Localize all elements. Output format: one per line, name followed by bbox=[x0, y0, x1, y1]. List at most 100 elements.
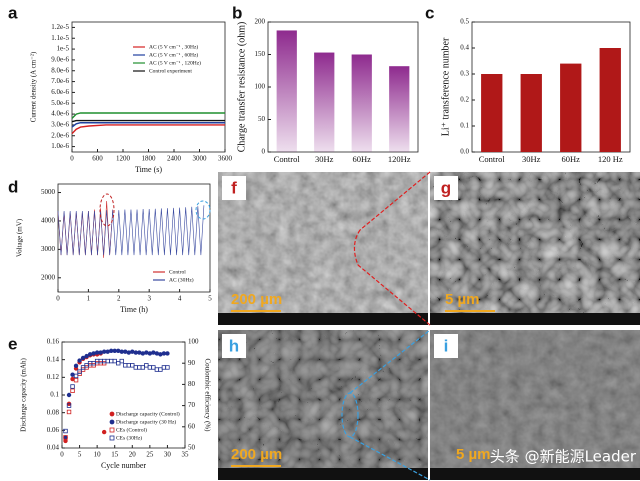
point bbox=[133, 350, 138, 355]
y-tick-label: 50 bbox=[258, 115, 266, 123]
y-tick-label: 0.1 bbox=[50, 391, 59, 399]
scale-bar-label: 5 µm bbox=[456, 446, 491, 463]
label-box bbox=[222, 176, 246, 200]
scale-bar-label: 200 µm bbox=[231, 291, 282, 308]
y-tick-label: 0.16 bbox=[47, 338, 60, 346]
point bbox=[161, 351, 167, 356]
sem-info-bar bbox=[218, 313, 428, 325]
sem-texture bbox=[430, 330, 640, 480]
y-tick-label: 0.08 bbox=[47, 408, 60, 416]
point bbox=[101, 349, 107, 354]
y-tick-label: 8.0e-6 bbox=[51, 66, 69, 74]
y-tick-label: 0.14 bbox=[47, 355, 60, 363]
y2-tick-label: 70 bbox=[188, 401, 196, 409]
point bbox=[105, 349, 110, 354]
x-tick-label: 25 bbox=[146, 451, 154, 459]
x-tick-label: 0 bbox=[70, 155, 74, 163]
point bbox=[77, 358, 82, 363]
point bbox=[63, 435, 68, 440]
y2-tick-label: 80 bbox=[188, 380, 196, 388]
image-label: i bbox=[444, 336, 449, 355]
x-tick-label: 120 Hz bbox=[598, 154, 623, 164]
point bbox=[70, 376, 75, 382]
highlight bbox=[99, 193, 115, 227]
y-tick-label: 9.0e-6 bbox=[51, 56, 69, 64]
point bbox=[94, 350, 100, 355]
x-axis-title: Time (h) bbox=[120, 305, 148, 314]
point bbox=[119, 358, 124, 364]
y-tick-label: 1e-5 bbox=[57, 45, 70, 53]
x-tick-label: 30 bbox=[164, 451, 172, 459]
y-tick-label: 0.3 bbox=[460, 70, 469, 78]
x-tick-label: 35 bbox=[182, 451, 190, 459]
y-tick-label: 0.12 bbox=[47, 373, 60, 381]
legend-marker bbox=[109, 435, 115, 441]
legend-marker bbox=[109, 411, 115, 417]
y-tick-label: 0.0 bbox=[460, 148, 469, 156]
zoom-lines bbox=[349, 329, 431, 481]
y-tick-label: 100 bbox=[255, 83, 266, 91]
y-tick-label: 5000 bbox=[41, 188, 56, 196]
panel-label: e bbox=[8, 334, 17, 353]
sem-info-bar bbox=[430, 468, 640, 480]
x-tick-label: 60Hz bbox=[562, 154, 581, 164]
point bbox=[84, 353, 89, 359]
legend-label: AC (5 V cm⁻¹ , 30Hz) bbox=[149, 43, 198, 50]
y-tick-label: 4000 bbox=[41, 217, 56, 225]
point bbox=[116, 348, 121, 354]
point bbox=[70, 384, 75, 389]
x-tick-label: 1200 bbox=[116, 155, 131, 163]
sem-texture bbox=[430, 172, 640, 325]
x-tick-label: 4 bbox=[178, 295, 182, 303]
panel-label: c bbox=[425, 3, 434, 22]
y-axis-title: Li⁺ transference number bbox=[440, 37, 451, 136]
y2-tick-label: 90 bbox=[188, 359, 196, 367]
legend-label: CEs (30Hz) bbox=[116, 434, 142, 441]
scale-bar bbox=[231, 310, 281, 312]
bar bbox=[351, 54, 372, 152]
point bbox=[101, 429, 107, 435]
bar bbox=[481, 74, 503, 152]
point bbox=[70, 388, 75, 393]
panel-label: d bbox=[8, 177, 18, 196]
label-box bbox=[434, 334, 458, 358]
y-tick-label: 3.0e-6 bbox=[51, 121, 69, 129]
legend-marker bbox=[109, 427, 115, 433]
point bbox=[158, 352, 163, 357]
point bbox=[161, 365, 167, 370]
x-tick-label: Control bbox=[479, 154, 506, 164]
label-box bbox=[434, 176, 458, 200]
series-line bbox=[71, 124, 225, 135]
plot-frame bbox=[71, 21, 226, 153]
sem-info-bar bbox=[218, 468, 428, 480]
point bbox=[80, 355, 86, 361]
bar bbox=[314, 52, 335, 152]
point bbox=[165, 351, 170, 356]
legend-label: Discharge capacity (Control) bbox=[116, 410, 180, 417]
point bbox=[73, 373, 79, 379]
scale-bar bbox=[231, 465, 281, 467]
x-tick-label: 3000 bbox=[193, 155, 208, 163]
point bbox=[130, 349, 135, 354]
legend-marker bbox=[109, 419, 115, 425]
point bbox=[63, 438, 68, 444]
point bbox=[165, 365, 170, 370]
point bbox=[154, 351, 160, 356]
x-axis-title: Cycle number bbox=[101, 461, 146, 470]
bar bbox=[276, 30, 297, 153]
legend-label: AC (30Hz) bbox=[169, 276, 194, 283]
x-axis-title: Time (s) bbox=[135, 165, 162, 174]
point bbox=[87, 352, 93, 357]
point bbox=[147, 351, 153, 356]
point bbox=[98, 350, 103, 355]
y-tick-label: 0.1 bbox=[460, 122, 469, 130]
x-tick-label: 3 bbox=[147, 295, 151, 303]
zoom-lines bbox=[353, 171, 431, 326]
series-line bbox=[71, 112, 225, 119]
y-tick-label: 4.0e-6 bbox=[51, 110, 69, 118]
y2-tick-label: 50 bbox=[188, 444, 196, 452]
series-line bbox=[57, 201, 114, 258]
y-tick-label: 0 bbox=[262, 148, 266, 156]
point bbox=[109, 358, 114, 364]
